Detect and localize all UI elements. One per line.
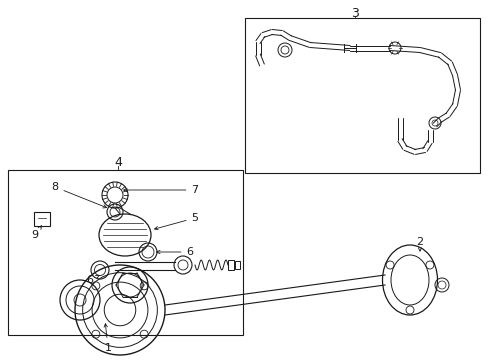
Bar: [227, 260, 234, 270]
Text: 5: 5: [154, 213, 198, 230]
Text: 1: 1: [104, 324, 111, 353]
Text: 2: 2: [416, 237, 423, 251]
Text: 6: 6: [156, 247, 193, 257]
Text: 3: 3: [350, 6, 358, 19]
Bar: [244, 18, 479, 173]
Text: 8: 8: [51, 182, 106, 208]
Text: 7: 7: [123, 185, 198, 195]
Bar: [235, 261, 240, 269]
Bar: [8, 170, 243, 335]
Text: 4: 4: [114, 156, 122, 168]
Text: 9: 9: [31, 226, 41, 240]
Text: 6: 6: [86, 275, 99, 285]
